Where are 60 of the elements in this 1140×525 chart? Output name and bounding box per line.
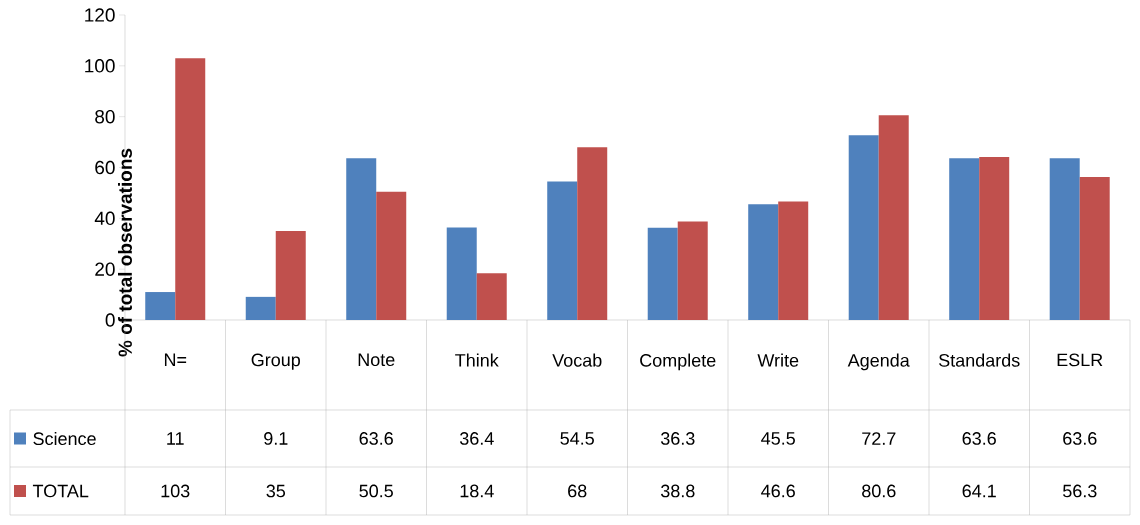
bar — [275, 231, 306, 320]
bar — [145, 292, 176, 320]
bar — [376, 191, 407, 320]
y-tick-label: 40 — [94, 211, 115, 226]
y-tick-label: 20 — [95, 262, 115, 276]
x-tick-label: ESLR — [1057, 353, 1103, 367]
bar — [778, 201, 809, 320]
bar — [245, 296, 276, 320]
legend-label: Science — [33, 431, 96, 446]
data-label: 80.6 — [862, 484, 896, 498]
data-label: 18.4 — [460, 484, 494, 498]
y-tick-label: 0 — [105, 313, 115, 327]
data-label: 11 — [167, 432, 184, 445]
bar — [577, 147, 608, 320]
data-label: 46.6 — [761, 484, 795, 498]
data-label: 36.3 — [660, 432, 695, 445]
data-label: 63.6 — [1063, 432, 1097, 445]
x-tick-label: Group — [251, 353, 300, 370]
legend-label: TOTAL — [32, 484, 89, 498]
bar — [949, 158, 980, 320]
data-label: 38.8 — [660, 484, 695, 498]
bar — [677, 221, 708, 320]
bar — [848, 135, 879, 320]
y-tick-label: 120 — [85, 8, 115, 22]
bar — [1079, 176, 1110, 320]
data-label: 64.1 — [962, 484, 996, 498]
bar — [547, 181, 578, 320]
data-label: 50.5 — [359, 484, 393, 498]
bar — [476, 273, 507, 320]
data-label: 63.6 — [359, 432, 393, 445]
y-tick-label: 60 — [95, 160, 115, 175]
data-label: 72.7 — [862, 432, 896, 445]
bar — [446, 227, 477, 320]
y-axis-title: % of total observations — [118, 148, 132, 357]
bar — [748, 204, 779, 320]
x-tick-label: Agenda — [847, 353, 910, 371]
bar — [346, 158, 377, 320]
data-label: 36.4 — [459, 432, 494, 445]
bar — [979, 157, 1010, 320]
x-tick-label: Note — [358, 353, 395, 367]
x-tick-label: Write — [757, 353, 799, 367]
bar — [878, 115, 909, 320]
data-label: 54.5 — [560, 432, 594, 445]
y-tick-label: 80 — [95, 109, 115, 124]
x-tick-label: N= — [164, 353, 187, 366]
bar — [1049, 158, 1080, 320]
data-label: 45.5 — [761, 432, 795, 445]
x-tick-label: Think — [455, 353, 499, 367]
data-label: 35 — [266, 484, 286, 498]
data-label: 9.1 — [264, 432, 288, 445]
x-tick-label: Complete — [640, 353, 716, 371]
data-label: 63.6 — [962, 432, 996, 445]
y-tick-label: 100 — [85, 59, 115, 73]
data-label: 103 — [161, 484, 190, 498]
data-label: 56.3 — [1063, 484, 1097, 498]
x-tick-label: Vocab — [552, 353, 602, 367]
x-tick-label: Standards — [939, 353, 1020, 367]
bar — [647, 227, 678, 320]
data-label: 68 — [568, 484, 587, 498]
bar — [175, 58, 206, 320]
